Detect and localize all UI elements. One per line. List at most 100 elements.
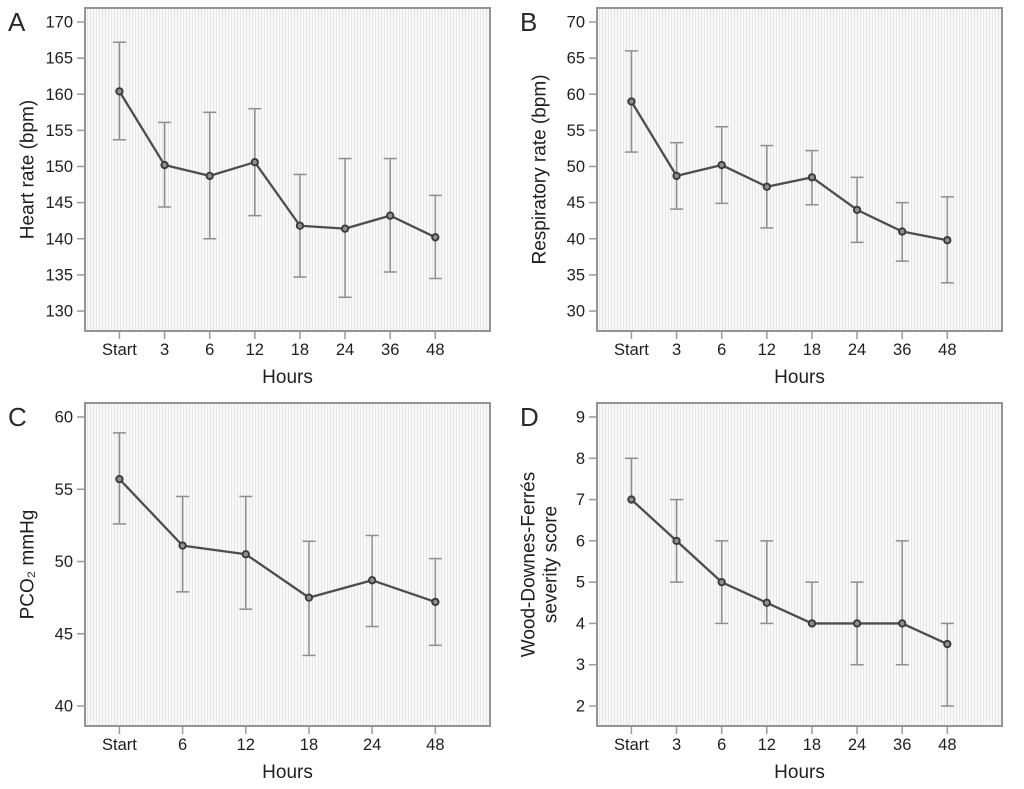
y-tick-label: 40 [567, 230, 585, 248]
x-axis-label: Hours [262, 762, 313, 783]
x-tick-label: 6 [717, 736, 726, 754]
data-point [717, 577, 726, 587]
data-point [241, 550, 250, 559]
series-line [118, 90, 436, 239]
series-line [118, 478, 436, 604]
y-tick-label: 40 [55, 698, 73, 716]
data-point [367, 576, 377, 585]
panel-B: B 30 35 40 45 50 55 60 65 70 Respiratory rate (bpm… [512, 0, 1024, 395]
data-point [304, 593, 314, 602]
y-tick-label: 165 [45, 50, 73, 68]
x-tick-label: 36 [381, 341, 399, 359]
x-tick-label: Start [102, 341, 137, 359]
y-axis: 40 45 50 55 60 [55, 409, 84, 716]
y-axis: 130 135 140 145 150 155 160 165 170 [45, 14, 84, 321]
plot-area [596, 7, 1003, 332]
y-tick-label: 135 [45, 266, 73, 284]
y-tick-label: 160 [45, 86, 73, 104]
panel-D: D 2 3 4 5 6 7 8 9 Wood-Downes-Ferrés severity scor… [512, 395, 1024, 789]
x-axis: Start 3 6 12 18 24 36 48 [102, 332, 445, 359]
panel-C: C 40 45 50 55 60 PCO₂ mmHg Start 6 12 18 24 48 Hours [0, 395, 512, 789]
y-tick-label: 9 [576, 409, 585, 427]
x-tick-label: 18 [803, 341, 821, 359]
x-tick-label: 18 [291, 341, 309, 359]
y-axis-label: Heart rate (bpm) [18, 100, 39, 239]
error-bars [624, 457, 954, 707]
data-point [386, 211, 395, 220]
y-tick-label: 50 [55, 553, 73, 571]
error-bar [760, 540, 774, 625]
data-point [627, 97, 636, 106]
plot-area [84, 402, 491, 727]
y-axis-label: Wood-Downes-Ferrés [519, 472, 540, 657]
x-tick-label: Start [614, 341, 649, 359]
x-axis-label: Hours [262, 367, 313, 388]
y-tick-label: 55 [567, 122, 585, 140]
error-bar [940, 622, 954, 707]
data-point [340, 224, 350, 233]
y-axis-label: PCO₂ mmHg [18, 510, 39, 620]
data-point [943, 236, 952, 245]
x-tick-label: 18 [803, 736, 821, 754]
error-bar [895, 540, 909, 666]
x-tick-label: 6 [717, 341, 726, 359]
y-tick-label: 8 [576, 450, 585, 468]
x-tick-label: 6 [178, 736, 187, 754]
y-tick-label: 7 [576, 491, 585, 509]
plot-area [596, 402, 1003, 727]
data-point [205, 171, 214, 181]
data-points [627, 495, 952, 649]
error-bar [624, 457, 638, 500]
data-point [250, 158, 259, 167]
panel-letter: A [8, 7, 26, 37]
data-point [178, 541, 187, 550]
x-tick-label: 48 [938, 736, 956, 754]
y-tick-label: 50 [567, 158, 585, 176]
data-point [627, 495, 636, 504]
x-axis: Start 3 6 12 18 24 36 48 [614, 727, 957, 754]
y-tick-label: 2 [576, 698, 585, 716]
y-tick-label: 45 [55, 625, 73, 643]
panel-D-chart: D 2 3 4 5 6 7 8 9 Wood-Downes-Ferrés severity scor… [519, 402, 1003, 783]
data-points [627, 97, 952, 245]
data-points [115, 87, 440, 242]
x-tick-label: 12 [758, 736, 776, 754]
y-tick-label: 65 [567, 50, 585, 68]
x-tick-label: 18 [300, 736, 318, 754]
x-axis: Start 6 12 18 24 48 [102, 727, 445, 754]
data-point [898, 619, 907, 628]
panel-A: A 130 135 140 145 150 155 160 165 170 Heart rate (… [0, 0, 512, 395]
y-tick-label: 60 [567, 86, 585, 104]
y-tick-label: 45 [567, 194, 585, 212]
data-point [852, 619, 862, 628]
x-tick-label: 12 [246, 341, 264, 359]
y-axis: 30 35 40 45 50 55 60 65 70 [567, 14, 596, 321]
panel-B-chart: B 30 35 40 45 50 55 60 65 70 Respiratory rate (bpm… [520, 7, 1003, 388]
y-tick-label: 150 [45, 158, 73, 176]
data-point [431, 597, 440, 607]
x-tick-label: 24 [848, 341, 866, 359]
y-tick-label: 70 [567, 14, 585, 32]
x-axis-label: Hours [774, 367, 825, 388]
x-tick-label: 12 [237, 736, 255, 754]
data-point [672, 536, 681, 546]
y-tick-label: 55 [55, 481, 73, 499]
panel-letter: C [8, 402, 27, 432]
data-point [807, 619, 817, 628]
data-point [295, 221, 305, 230]
y-tick-label: 145 [45, 194, 73, 212]
x-tick-label: 48 [426, 341, 444, 359]
y-tick-label: 30 [567, 303, 585, 321]
x-tick-label: 24 [336, 341, 354, 359]
series-line [630, 498, 948, 646]
data-point [115, 87, 124, 96]
data-point [115, 474, 124, 484]
x-axis: Start 3 6 12 18 24 36 48 [614, 332, 957, 359]
x-tick-label: 6 [205, 341, 214, 359]
data-point [672, 171, 681, 181]
y-tick-label: 6 [576, 532, 585, 550]
x-axis-label: Hours [774, 762, 825, 783]
x-tick-label: 3 [672, 736, 681, 754]
x-tick-label: 24 [848, 736, 866, 754]
